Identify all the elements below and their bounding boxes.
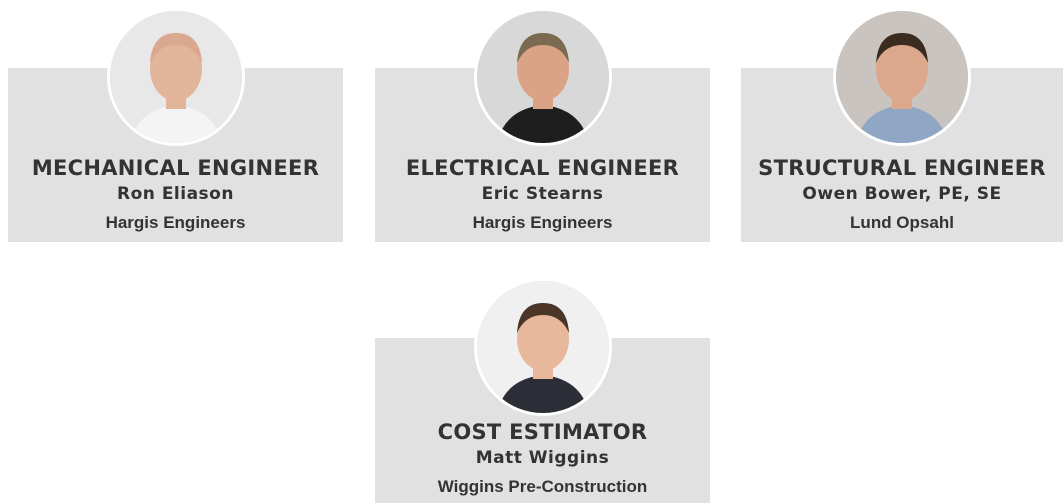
portrait (836, 11, 968, 143)
person-name: Owen Bower, PE, SE (741, 184, 1063, 204)
page: MECHANICAL ENGINEER Ron Eliason Hargis Eng… (0, 0, 1063, 503)
person-name: Eric Stearns (375, 184, 710, 204)
role-title: MECHANICAL ENGINEER (8, 156, 343, 180)
role-title: STRUCTURAL ENGINEER (741, 156, 1063, 180)
person-name: Ron Eliason (8, 184, 343, 204)
company-name: Hargis Engineers (8, 213, 343, 233)
profile-photo (833, 8, 971, 146)
profile-photo (474, 8, 612, 146)
person-name: Matt Wiggins (375, 448, 710, 468)
company-name: Wiggins Pre-Construction (375, 477, 710, 497)
portrait (477, 281, 609, 413)
profile-photo (474, 278, 612, 416)
company-name: Lund Opsahl (741, 213, 1063, 233)
company-name: Hargis Engineers (375, 213, 710, 233)
role-title: COST ESTIMATOR (375, 420, 710, 444)
role-title: ELECTRICAL ENGINEER (375, 156, 710, 180)
profile-photo (107, 8, 245, 146)
portrait (477, 11, 609, 143)
portrait (110, 11, 242, 143)
